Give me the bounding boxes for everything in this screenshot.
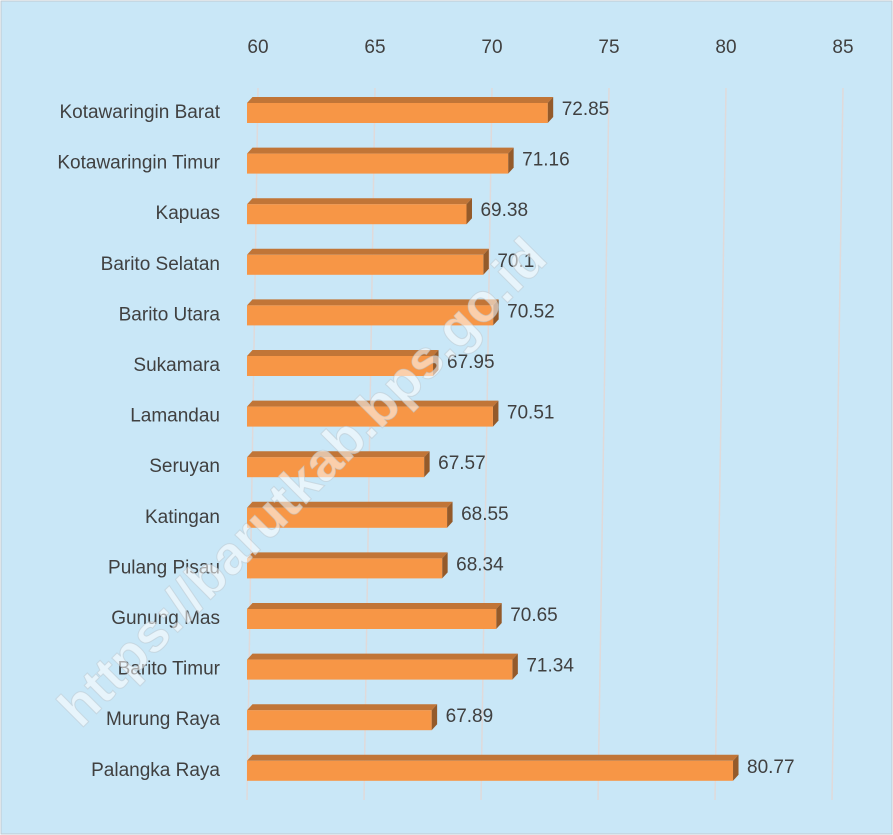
data-label: 71.16 <box>522 150 570 171</box>
bar-face <box>247 103 548 123</box>
bar-top <box>247 754 739 761</box>
x-tick-label: 70 <box>481 37 502 58</box>
y-tick-label: Murung Raya <box>106 709 220 730</box>
y-tick-label: Seruyan <box>149 456 220 477</box>
bar-face <box>247 254 484 275</box>
bar-side <box>493 299 499 326</box>
bar-side <box>512 653 518 680</box>
bar-top <box>247 248 489 255</box>
data-label: 80.77 <box>747 757 795 778</box>
y-tick-label: Kotawaringin Barat <box>59 102 220 123</box>
bar-side <box>547 97 554 123</box>
bar-face <box>247 710 432 731</box>
grid-line <box>714 87 727 801</box>
x-tick-label: 75 <box>598 37 619 58</box>
bar <box>247 147 514 174</box>
bar <box>247 350 439 376</box>
data-label: 70.52 <box>507 301 555 322</box>
bar-top <box>247 653 518 660</box>
bar <box>247 400 499 427</box>
bar-top <box>247 400 499 407</box>
data-label: 67.89 <box>446 706 494 727</box>
bar-top <box>247 501 453 508</box>
bar-top <box>247 552 448 559</box>
bar <box>247 501 453 528</box>
bar-face <box>247 153 509 174</box>
bar-side <box>508 147 514 174</box>
y-tick-label: Gunung Mas <box>111 608 220 629</box>
bar <box>247 603 502 629</box>
x-tick-label: 85 <box>832 37 853 58</box>
bar-side <box>733 754 739 781</box>
bar-face <box>247 356 434 376</box>
data-label: 70.51 <box>507 403 555 424</box>
bar-face <box>247 204 467 225</box>
bar-top <box>247 603 502 609</box>
bar-face <box>247 760 734 781</box>
bar-side <box>496 603 502 629</box>
bar-side <box>424 451 430 478</box>
bar <box>247 552 448 579</box>
bar-face <box>247 659 513 680</box>
bar-side <box>442 552 448 579</box>
x-tick-label: 60 <box>247 37 268 58</box>
bar <box>247 754 739 781</box>
bars <box>247 97 739 781</box>
bar-side <box>447 501 453 528</box>
bar <box>247 248 489 275</box>
data-label: 68.34 <box>456 554 504 575</box>
grid-line <box>480 87 493 801</box>
y-tick-label: Barito Selatan <box>101 254 220 275</box>
bar-top <box>247 299 499 306</box>
bar <box>247 198 472 225</box>
bar <box>247 299 499 326</box>
x-tick-label: 65 <box>364 37 385 58</box>
y-tick-label: Kapuas <box>156 203 220 224</box>
y-tick-label: Pulang Pisau <box>108 557 220 578</box>
y-tick-label: Lamandau <box>130 406 220 427</box>
bar-side <box>433 350 439 376</box>
grid-line <box>831 87 844 801</box>
y-tick-label: Barito Utara <box>119 304 221 325</box>
y-tick-label: Kotawaringin Timur <box>57 153 220 174</box>
bar-face <box>247 406 493 427</box>
bar-side <box>431 704 438 731</box>
data-label: 67.95 <box>447 352 495 373</box>
bar-face <box>247 558 443 579</box>
data-label: 68.55 <box>461 504 509 525</box>
y-tick-label: Palangka Raya <box>91 760 220 781</box>
bar-face <box>247 305 494 326</box>
x-tick-label: 80 <box>715 37 736 58</box>
y-tick-label: Sukamara <box>133 355 220 376</box>
data-label: 70.65 <box>510 605 558 626</box>
bar-face <box>247 609 497 629</box>
bar-top <box>247 704 438 711</box>
bar-face <box>247 457 425 478</box>
bar-top <box>247 198 472 205</box>
bar-top <box>247 350 439 356</box>
bar-top <box>247 97 554 103</box>
data-label: 69.38 <box>480 200 528 221</box>
data-label: 72.85 <box>562 99 610 120</box>
bar <box>247 704 438 731</box>
bar-side <box>466 198 472 225</box>
grid-line <box>597 87 610 801</box>
bar-top <box>247 147 514 154</box>
bar <box>247 97 554 123</box>
y-tick-label: Katingan <box>145 507 220 528</box>
bar-side <box>483 248 489 275</box>
bar-top <box>247 451 430 458</box>
bar <box>247 451 430 478</box>
bar-side <box>492 400 499 427</box>
data-label: 71.34 <box>526 656 574 677</box>
y-tick-label: Barito Timur <box>118 659 221 680</box>
data-label: 67.57 <box>438 453 486 474</box>
bar-face <box>247 507 448 528</box>
bar <box>247 653 518 680</box>
data-label: 70.1 <box>497 251 534 272</box>
